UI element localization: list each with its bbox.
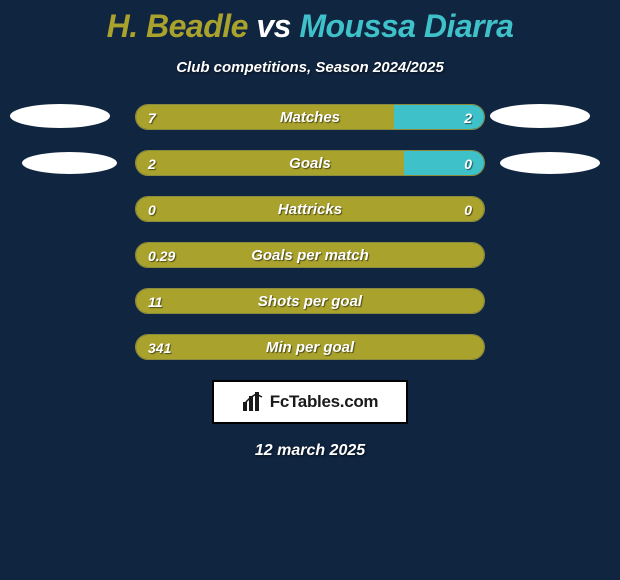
player2-name: Moussa Diarra [299,8,513,44]
stat-bar: Shots per goal11 [135,288,485,314]
stat-label: Matches [136,105,484,130]
chart-date: 12 march 2025 [0,442,620,460]
stat-value-right: 0 [464,151,472,176]
stat-row: Matches7 2 [0,104,620,130]
stat-row: Min per goal341 [0,334,620,360]
stat-bar: Hattricks0 0 [135,196,485,222]
stat-value-left: 2 [148,151,156,176]
stat-label: Shots per goal [136,289,484,314]
stat-row: Goals2 0 [0,150,620,176]
subtitle: Club competitions, Season 2024/2025 [0,59,620,76]
title-vs: vs [256,8,291,44]
stat-bar: Goals2 0 [135,150,485,176]
stat-value-left: 0 [148,197,156,222]
stat-value-left: 7 [148,105,156,130]
stat-value-left: 11 [148,289,163,314]
stat-bar: Matches7 2 [135,104,485,130]
stat-value-left: 0.29 [148,243,175,268]
logo-text: FcTables.com [270,392,379,412]
stat-value-left: 341 [148,335,171,360]
logo-bars-icon [242,392,264,412]
logo-badge: FcTables.com [212,380,408,424]
stat-label: Min per goal [136,335,484,360]
stat-label: Goals [136,151,484,176]
stat-row: Shots per goal11 [0,288,620,314]
stat-label: Goals per match [136,243,484,268]
stat-value-right: 2 [464,105,472,130]
comparison-title: H. Beadle vs Moussa Diarra [0,0,620,45]
stat-bar: Min per goal341 [135,334,485,360]
stat-row: Hattricks0 0 [0,196,620,222]
stat-bar: Goals per match0.29 [135,242,485,268]
player1-name: H. Beadle [107,8,248,44]
chart-area: Matches72Goals20Hattricks00Goals per mat… [0,104,620,360]
stat-label: Hattricks [136,197,484,222]
stat-value-right: 0 [464,197,472,222]
stat-row: Goals per match0.29 [0,242,620,268]
